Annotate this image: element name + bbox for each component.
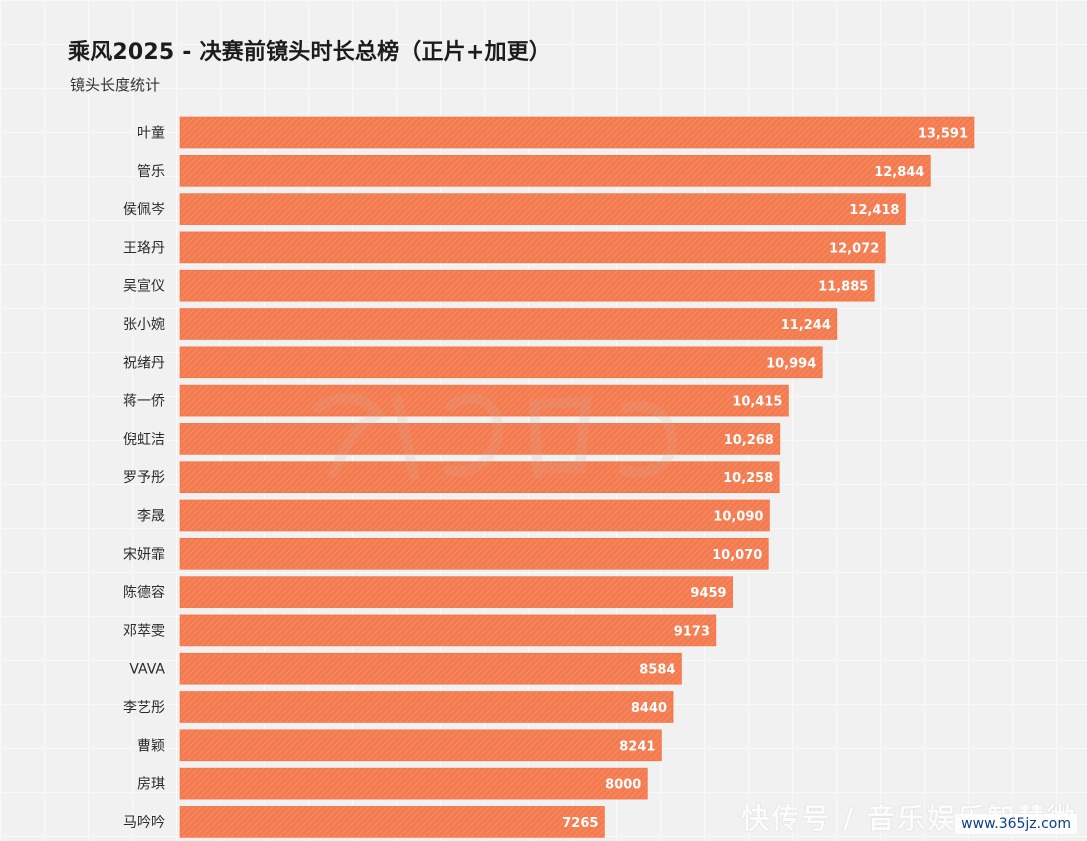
- category-label: 房琪: [137, 777, 165, 793]
- data-label: 9459: [690, 586, 726, 601]
- data-label: 12,418: [849, 203, 899, 218]
- category-label: 叶童: [137, 125, 165, 142]
- site-watermark-url: www.365jz.com: [955, 814, 1077, 834]
- category-label: 王珞丹: [123, 240, 165, 256]
- chart-title: 乘风2025 - 决赛前镜头时长总榜（正片+加更）: [68, 40, 552, 65]
- data-label: 12,844: [874, 165, 924, 180]
- bar: [179, 576, 733, 608]
- bar: [179, 231, 886, 264]
- category-label: 管乐: [137, 164, 165, 180]
- data-label: 12,072: [829, 241, 879, 256]
- bar: [179, 767, 648, 800]
- bar: [179, 116, 975, 149]
- bar: [179, 537, 769, 570]
- bar: [179, 346, 823, 379]
- bar: [179, 499, 770, 532]
- chart-subtitle: 镜头长度统计: [70, 76, 161, 94]
- bar: [179, 729, 662, 762]
- data-label: 13,591: [918, 127, 968, 142]
- bar: [179, 193, 906, 225]
- data-label: 8000: [605, 778, 641, 793]
- data-label: 10,090: [713, 510, 763, 525]
- category-label: 侯佩岑: [123, 202, 165, 218]
- category-label: 李艺彤: [123, 700, 165, 716]
- data-label: 8241: [619, 739, 655, 754]
- category-label: 张小婉: [123, 317, 165, 333]
- category-label: 马吟吟: [123, 815, 165, 831]
- data-label: 11,244: [781, 318, 831, 333]
- category-label: 宋妍霏: [123, 547, 165, 563]
- data-label: 11,885: [818, 280, 868, 295]
- bar: [179, 461, 780, 494]
- category-label: 吴宣仪: [123, 279, 165, 295]
- data-label: 10,415: [732, 395, 782, 410]
- bar: [179, 614, 717, 647]
- category-label: 曹颖: [137, 738, 165, 754]
- category-label: 陈德容: [123, 584, 165, 601]
- bar: [179, 423, 781, 455]
- data-label: 10,258: [723, 471, 773, 486]
- data-label: 9173: [674, 624, 710, 639]
- data-label: 10,994: [766, 356, 816, 371]
- category-label: 祝绪丹: [123, 355, 165, 371]
- category-label: 罗予彤: [123, 470, 165, 486]
- bar: [179, 384, 789, 417]
- bar: [179, 269, 875, 302]
- category-label: VAVA: [129, 662, 165, 678]
- data-label: 8440: [631, 701, 667, 716]
- bar: [179, 308, 838, 340]
- data-label: 8584: [639, 663, 675, 678]
- bar: [179, 155, 931, 187]
- data-label: 10,070: [712, 548, 762, 563]
- category-label: 李晟: [137, 509, 165, 525]
- category-label: 邓萃雯: [123, 623, 165, 639]
- data-label: 7265: [562, 816, 598, 831]
- bar: [179, 806, 605, 838]
- bar: [179, 691, 674, 723]
- data-label: 10,268: [724, 433, 774, 448]
- category-label: 倪虹洁: [123, 432, 165, 448]
- category-label: 蒋一侨: [123, 394, 165, 410]
- bar: [179, 652, 682, 685]
